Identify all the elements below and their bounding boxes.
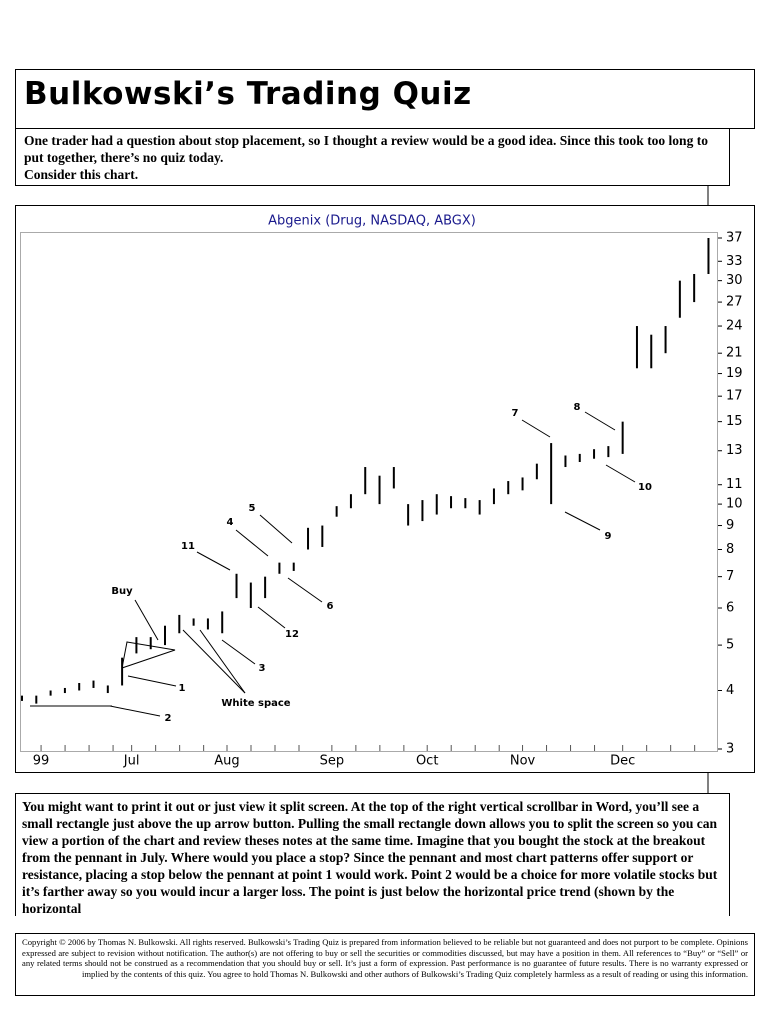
annotation: 6: [327, 601, 334, 612]
y-tick-label: 3: [726, 742, 734, 757]
y-tick-label: 24: [726, 319, 743, 334]
body-box: You might want to print it out or just v…: [15, 793, 730, 916]
y-tick-label: 4: [726, 683, 734, 698]
annotation-arrow: [287, 577, 323, 603]
annotation-arrow: [109, 705, 161, 717]
annotation: 8: [574, 402, 581, 413]
y-tick-label: 27: [726, 295, 743, 310]
chart-title: Abgenix (Drug, NASDAQ, ABGX): [268, 214, 476, 229]
x-tick-label: Sep: [320, 754, 345, 769]
intro-box: One trader had a question about stop pla…: [15, 128, 730, 186]
y-tick-label: 11: [726, 477, 743, 492]
annotation: 2: [165, 713, 172, 724]
annotation: 10: [638, 482, 652, 493]
plot-area: [20, 232, 718, 752]
y-tick-label: 5: [726, 638, 734, 653]
body-text: You might want to print it out or just v…: [22, 799, 718, 916]
y-tick-label: 33: [726, 254, 743, 269]
annotation: White space: [221, 698, 290, 709]
footer: Copyright © 2006 by Thomas N. Bulkowski.…: [15, 933, 755, 996]
quiz-title: Bulkowski’s Trading Quiz: [15, 69, 755, 129]
annotation-arrow: [584, 411, 616, 431]
pennant: [121, 641, 176, 669]
annotation: 3: [259, 663, 266, 674]
annotation: 12: [285, 629, 299, 640]
annotation-arrow: [259, 514, 293, 544]
y-tick-label: 8: [726, 542, 734, 557]
y-tick-label: 17: [726, 389, 743, 404]
annotation-arrow: [182, 629, 246, 694]
y-tick-label: 13: [726, 443, 743, 458]
y-tick-label: 19: [726, 366, 743, 381]
annotation-arrow: [199, 629, 246, 694]
annotation-arrow: [127, 675, 177, 687]
y-tick-label: 7: [726, 569, 734, 584]
y-tick-label: 15: [726, 414, 743, 429]
y-tick-label: 10: [726, 497, 743, 512]
y-tick-label: 30: [726, 273, 743, 288]
annotation: 11: [181, 541, 195, 552]
annotation-arrow: [564, 511, 601, 531]
x-tick-label: Jul: [123, 754, 140, 769]
x-tick-label: Nov: [510, 754, 536, 769]
annotation: 5: [249, 503, 256, 514]
annotation-arrow: [235, 529, 269, 557]
annotation-arrow: [196, 551, 231, 571]
x-tick-label: Aug: [214, 754, 239, 769]
annotation: 7: [512, 408, 519, 419]
y-tick-label: 21: [726, 346, 743, 361]
intro-text: One trader had a question about stop pla…: [24, 133, 708, 165]
annotation-arrow: [605, 464, 636, 483]
x-tick-label: 99: [33, 754, 50, 769]
x-tick-label: Dec: [610, 754, 635, 769]
y-tick-label: 9: [726, 518, 734, 533]
intro-text: Consider this chart.: [24, 167, 139, 182]
y-tick-label: 6: [726, 601, 734, 616]
y-tick-label: 37: [726, 231, 743, 246]
annotation-arrow: [134, 599, 159, 641]
annotation: 1: [179, 683, 186, 694]
pattern-lines: [30, 641, 176, 707]
annotation: 9: [605, 531, 612, 542]
x-tick-label: Oct: [416, 754, 438, 769]
annotation-arrow: [221, 639, 256, 665]
annotation: 4: [227, 517, 234, 528]
annotation: Buy: [111, 586, 133, 597]
annotation-arrow: [521, 419, 551, 438]
annotation-arrow: [257, 606, 286, 629]
chart-frame: [15, 205, 755, 773]
